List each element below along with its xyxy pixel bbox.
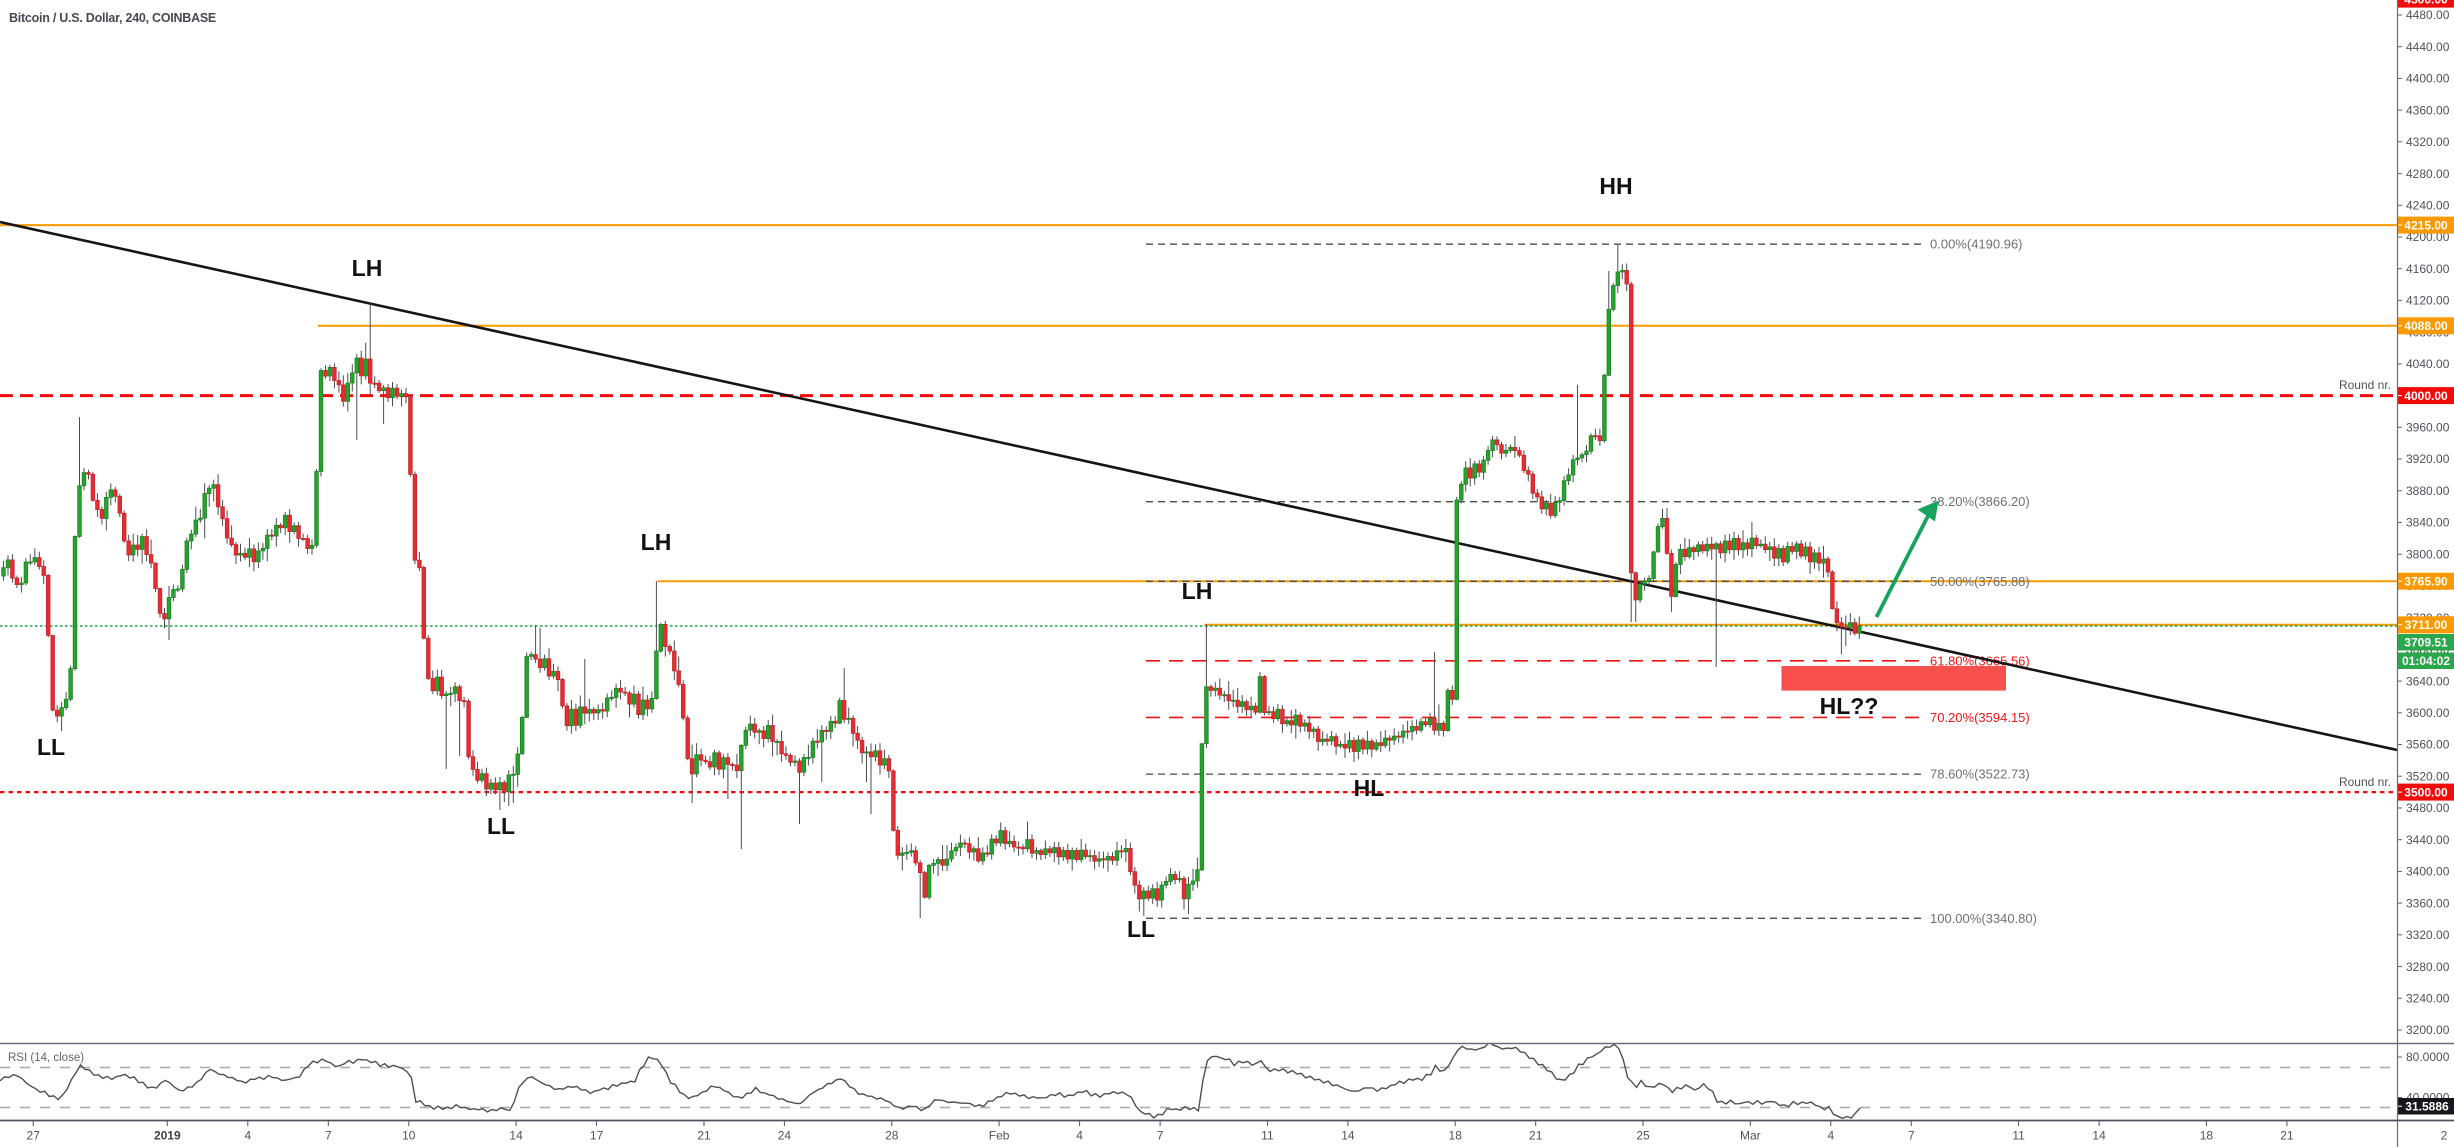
svg-text:Feb: Feb [989,1129,1010,1143]
svg-text:4: 4 [244,1129,251,1143]
svg-text:4160.00: 4160.00 [2406,262,2450,276]
svg-text:17: 17 [590,1129,604,1143]
svg-text:3920.00: 3920.00 [2406,452,2450,466]
svg-text:LH: LH [1182,578,1213,604]
svg-text:4000.00: 4000.00 [2404,389,2448,403]
svg-text:LL: LL [1127,916,1155,942]
svg-text:11: 11 [1261,1129,1274,1143]
svg-text:Round nr.: Round nr. [2339,775,2391,789]
svg-text:3400.00: 3400.00 [2406,865,2450,879]
svg-text:3520.00: 3520.00 [2406,769,2450,783]
svg-text:21: 21 [697,1129,711,1143]
svg-text:21: 21 [1529,1129,1543,1143]
svg-text:14: 14 [509,1129,523,1143]
svg-text:27: 27 [27,1129,41,1143]
svg-text:25: 25 [1636,1129,1650,1143]
svg-text:LL: LL [37,734,65,760]
svg-text:2019: 2019 [154,1129,181,1143]
svg-text:80.0000: 80.0000 [2406,1050,2450,1064]
svg-text:21: 21 [2280,1129,2294,1143]
svg-text:HL??: HL?? [1820,693,1879,719]
svg-text:HH: HH [1599,173,1632,199]
svg-text:78.60%(3522.73): 78.60%(3522.73) [1930,767,2030,782]
svg-text:3709.51: 3709.51 [2404,636,2448,650]
svg-text:HL: HL [1354,775,1385,801]
svg-text:100.00%(3340.80): 100.00%(3340.80) [1930,911,2037,926]
svg-text:Bitcoin / U.S. Dollar, 240, CO: Bitcoin / U.S. Dollar, 240, COINBASE [9,11,216,25]
svg-text:LL: LL [487,813,515,839]
svg-text:24: 24 [778,1129,792,1143]
svg-text:4: 4 [1076,1129,1083,1143]
svg-text:4: 4 [1827,1129,1834,1143]
svg-text:4360.00: 4360.00 [2406,103,2450,117]
svg-text:4240.00: 4240.00 [2406,199,2450,213]
svg-text:3280.00: 3280.00 [2406,960,2450,974]
svg-text:3880.00: 3880.00 [2406,484,2450,498]
svg-text:4088.00: 4088.00 [2404,319,2448,333]
svg-text:01:04:02: 01:04:02 [2402,654,2450,668]
svg-text:7: 7 [1157,1129,1164,1143]
svg-text:18: 18 [2200,1129,2214,1143]
svg-text:31.5886: 31.5886 [2405,1100,2449,1114]
svg-text:4480.00: 4480.00 [2406,8,2450,22]
svg-text:3200.00: 3200.00 [2406,1023,2450,1037]
svg-text:70.20%(3594.15): 70.20%(3594.15) [1930,710,2030,725]
svg-text:3800.00: 3800.00 [2406,547,2450,561]
svg-text:4200.00: 4200.00 [2406,230,2450,244]
svg-text:4440.00: 4440.00 [2406,40,2450,54]
svg-text:50.00%(3765.88): 50.00%(3765.88) [1930,574,2030,589]
svg-text:7: 7 [325,1129,332,1143]
svg-text:RSI (14, close): RSI (14, close) [8,1052,84,1064]
svg-text:3500.00: 3500.00 [2404,785,2448,799]
svg-text:3765.90: 3765.90 [2404,575,2448,589]
svg-text:4120.00: 4120.00 [2406,294,2450,308]
svg-text:LH: LH [641,529,672,555]
svg-text:10: 10 [402,1129,416,1143]
svg-text:38.20%(3866.20): 38.20%(3866.20) [1930,494,2030,509]
svg-text:Round nr.: Round nr. [2339,378,2391,392]
svg-text:3600.00: 3600.00 [2406,706,2450,720]
svg-text:4500.00: 4500.00 [2404,0,2448,6]
svg-text:2: 2 [2441,1129,2448,1143]
svg-text:LH: LH [352,255,383,281]
svg-text:18: 18 [1449,1129,1463,1143]
svg-text:3560.00: 3560.00 [2406,738,2450,752]
svg-text:3640.00: 3640.00 [2406,674,2450,688]
svg-text:3711.00: 3711.00 [2405,618,2448,632]
svg-text:14: 14 [1341,1129,1355,1143]
svg-text:3440.00: 3440.00 [2406,833,2450,847]
svg-text:4400.00: 4400.00 [2406,72,2450,86]
svg-text:3960.00: 3960.00 [2406,421,2450,435]
svg-text:4040.00: 4040.00 [2406,357,2450,371]
svg-text:3840.00: 3840.00 [2406,516,2450,530]
svg-text:Mar: Mar [1740,1129,1761,1143]
svg-text:3240.00: 3240.00 [2406,992,2450,1006]
svg-text:4280.00: 4280.00 [2406,167,2450,181]
svg-text:11: 11 [2012,1129,2025,1143]
svg-text:4215.00: 4215.00 [2404,218,2448,232]
svg-text:3360.00: 3360.00 [2406,896,2450,910]
svg-text:14: 14 [2092,1129,2106,1143]
svg-text:28: 28 [885,1129,899,1143]
svg-text:0.00%(4190.96): 0.00%(4190.96) [1930,237,2023,252]
svg-text:3480.00: 3480.00 [2406,801,2450,815]
svg-text:3320.00: 3320.00 [2406,928,2450,942]
svg-text:7: 7 [1908,1129,1915,1143]
svg-text:4320.00: 4320.00 [2406,135,2450,149]
